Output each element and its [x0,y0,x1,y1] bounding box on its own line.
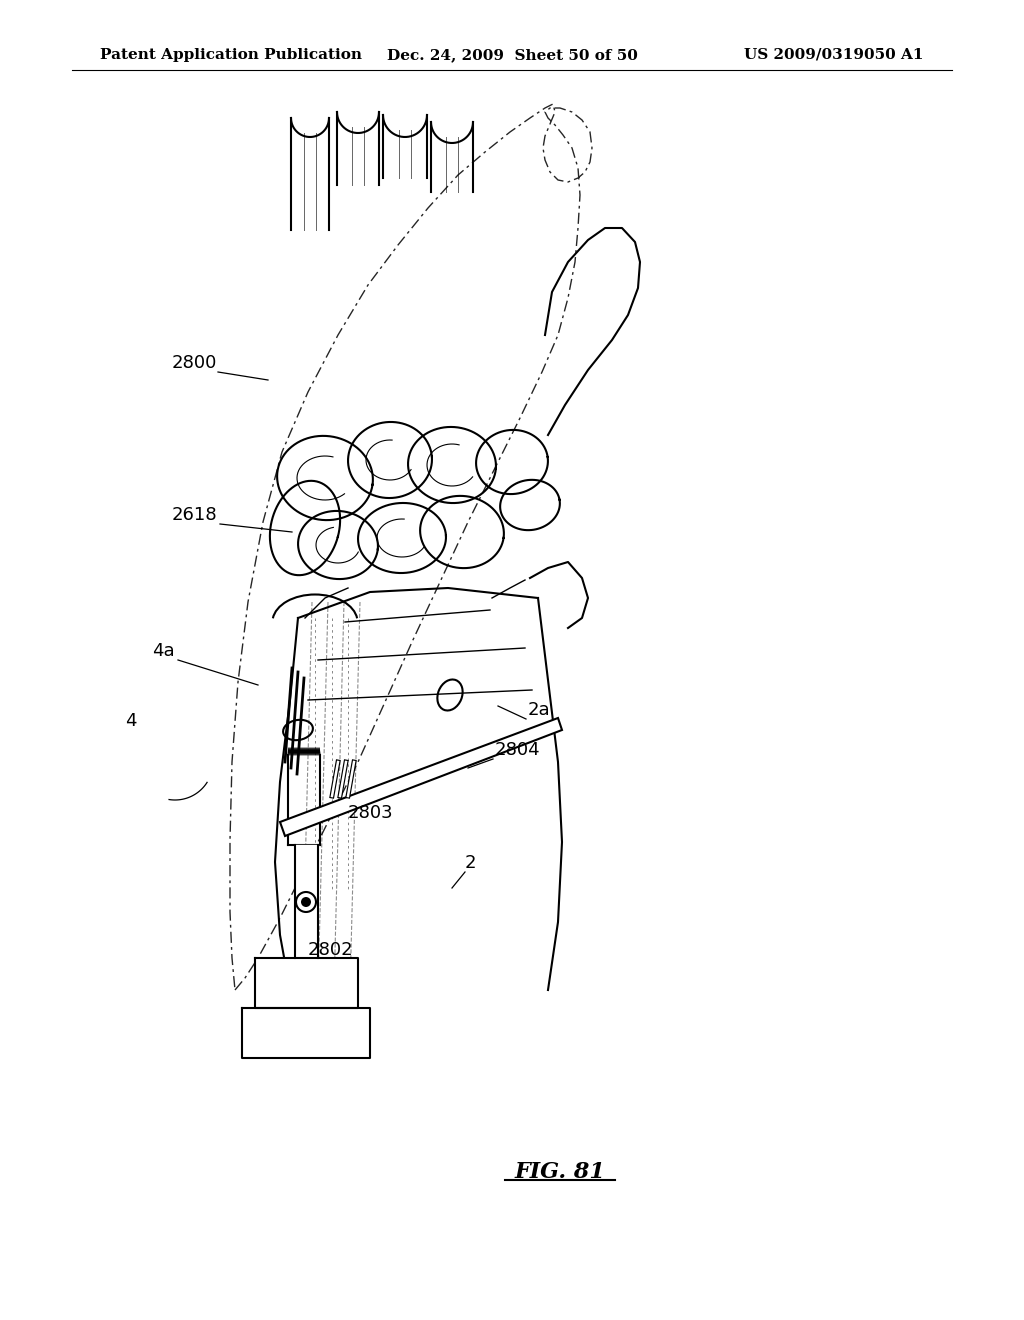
Text: 2: 2 [465,854,476,873]
Text: 2804: 2804 [495,741,541,759]
Polygon shape [295,845,318,958]
Polygon shape [255,958,358,1008]
Text: 4a: 4a [152,642,175,660]
Polygon shape [280,718,562,836]
Text: Patent Application Publication: Patent Application Publication [100,48,362,62]
Text: FIG. 81: FIG. 81 [515,1162,605,1183]
Text: US 2009/0319050 A1: US 2009/0319050 A1 [744,48,924,62]
Text: 2803: 2803 [348,804,393,822]
Text: 4: 4 [125,711,136,730]
Text: 2800: 2800 [172,354,217,372]
Text: 2618: 2618 [172,506,218,524]
Text: 2802: 2802 [308,941,353,960]
Text: 2a: 2a [528,701,551,719]
Text: Dec. 24, 2009  Sheet 50 of 50: Dec. 24, 2009 Sheet 50 of 50 [387,48,637,62]
Circle shape [301,898,311,907]
Polygon shape [242,1008,370,1059]
